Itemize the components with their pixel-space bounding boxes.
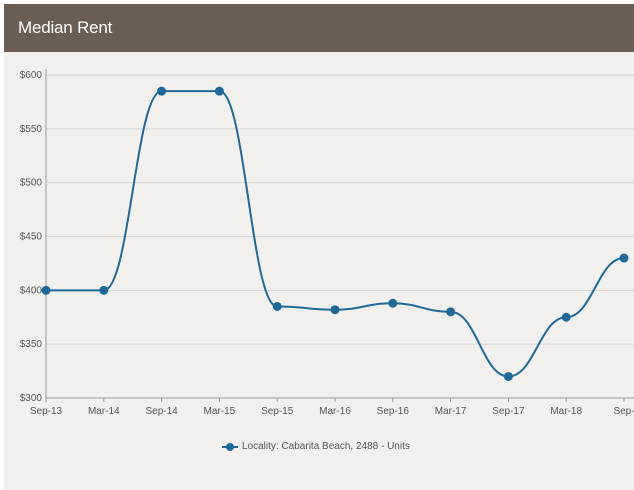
x-tick-label: Sep-16 [377,406,410,417]
x-tick-label: Sep-13 [30,406,63,417]
x-tick-label: Mar-17 [435,406,467,417]
series-layer [41,86,629,381]
x-tick-label: Mar-15 [204,406,236,417]
y-tick-label: $450 [20,232,43,243]
x-tick-label: Mar-14 [88,406,120,417]
chart-legend[interactable]: Locality: Cabarita Beach, 2488 - Units [222,441,410,452]
x-tick-label: Sep-15 [261,406,294,417]
chart-title: Median Rent [18,18,113,37]
y-tick-label: $400 [20,285,43,296]
data-point[interactable] [272,301,282,311]
legend-marker-icon [222,442,238,452]
x-tick-label: Sep-14 [145,406,178,417]
x-tick-label: Sep- [613,406,634,417]
y-tick-label: $500 [20,178,43,189]
data-point[interactable] [446,307,456,317]
y-tick-label: $350 [20,339,43,350]
series-line [46,90,625,378]
data-point[interactable] [214,86,224,96]
axes [45,69,634,402]
x-tick-label: Sep-17 [492,406,525,417]
x-tick-labels: Sep-13 Mar-14 Sep-14 Mar-15 Sep-15 Mar-16 Sep-… [30,406,634,417]
data-point[interactable] [503,371,513,381]
legend-label: Locality: Cabarita Beach, 2488 - Units [242,441,410,452]
grid-lines [46,74,634,345]
y-tick-label: $550 [20,124,43,135]
line-chart: $300 $350 $400 $450 $500 $550 $600 Sep-13 Mar-1… [20,69,634,417]
data-point[interactable] [388,298,398,308]
chart-card: Median Rent $300 $350 $400 $450 $500 $550 $600… [4,4,634,490]
y-tick-labels: $300 $350 $400 $450 $500 $550 $600 [20,70,43,404]
data-point[interactable] [41,285,51,295]
data-point[interactable] [619,253,629,263]
data-point[interactable] [99,285,109,295]
data-point[interactable] [157,86,167,96]
y-tick-label: $600 [20,70,43,81]
y-tick-label: $300 [20,393,43,404]
chart-header: Median Rent [4,4,634,52]
x-tick-label: Mar-16 [319,406,351,417]
data-point[interactable] [330,305,340,315]
data-point[interactable] [561,312,571,322]
x-tick-label: Mar-18 [550,406,582,417]
